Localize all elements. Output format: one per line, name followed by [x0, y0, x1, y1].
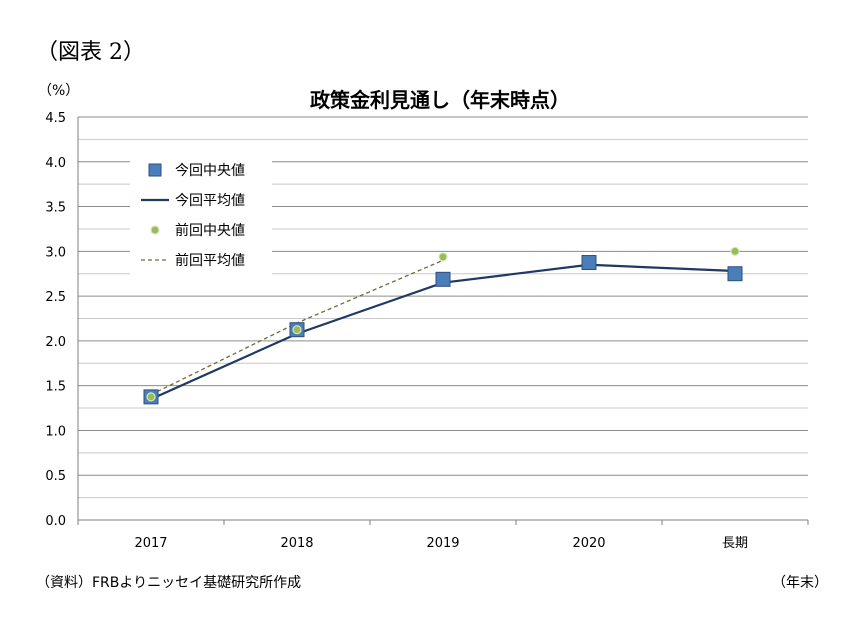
point-prev-median — [438, 252, 448, 262]
x-tick-label: 2018 — [280, 536, 313, 551]
legend-label: 前回中央値 — [175, 222, 245, 239]
chart-title: 政策金利見通し（年末時点） — [310, 88, 570, 112]
x-unit-label: （年末） — [772, 575, 828, 591]
y-tick-label: 3.0 — [45, 245, 66, 260]
y-tick-labels: 0.0 0.5 1.0 1.5 2.0 2.5 3.0 3.5 4.0 4.5 — [45, 111, 66, 529]
y-tick-label: 3.5 — [45, 201, 66, 216]
point-prev-median — [730, 246, 740, 256]
legend-label: 前回平均値 — [175, 252, 245, 269]
x-tick-label: 2020 — [572, 536, 605, 551]
figure-label: （図表 2） — [36, 40, 145, 65]
y-tick-label: 1.5 — [45, 380, 66, 395]
series-group — [143, 246, 743, 405]
source-note: （資料）FRBよりニッセイ基礎研究所作成 — [36, 575, 302, 591]
y-tick-label: 0.5 — [45, 469, 66, 484]
point-current-median — [727, 266, 743, 282]
y-tick-label: 4.0 — [45, 156, 66, 171]
legend-swatch-square — [148, 163, 162, 177]
x-tick-labels: 2017 2018 2019 2020 長期 — [134, 536, 748, 551]
x-tick-label: 長期 — [722, 536, 748, 551]
point-prev-median — [146, 392, 156, 402]
x-tick-label: 2019 — [426, 536, 459, 551]
y-tick-label: 2.0 — [45, 335, 66, 350]
y-tick-label: 2.5 — [45, 290, 66, 305]
legend-label: 今回中央値 — [175, 163, 245, 179]
x-tick-label: 2017 — [134, 536, 167, 551]
point-current-median — [581, 255, 597, 271]
legend-label: 今回平均値 — [175, 193, 245, 209]
axes — [77, 117, 809, 525]
point-prev-median — [292, 325, 302, 335]
y-unit-label: （%） — [38, 83, 80, 99]
point-current-median — [435, 271, 451, 287]
legend-swatch-circle — [150, 225, 160, 235]
y-tick-label: 0.0 — [45, 514, 66, 529]
y-tick-label: 4.5 — [45, 111, 66, 126]
y-tick-label: 1.0 — [45, 424, 66, 439]
